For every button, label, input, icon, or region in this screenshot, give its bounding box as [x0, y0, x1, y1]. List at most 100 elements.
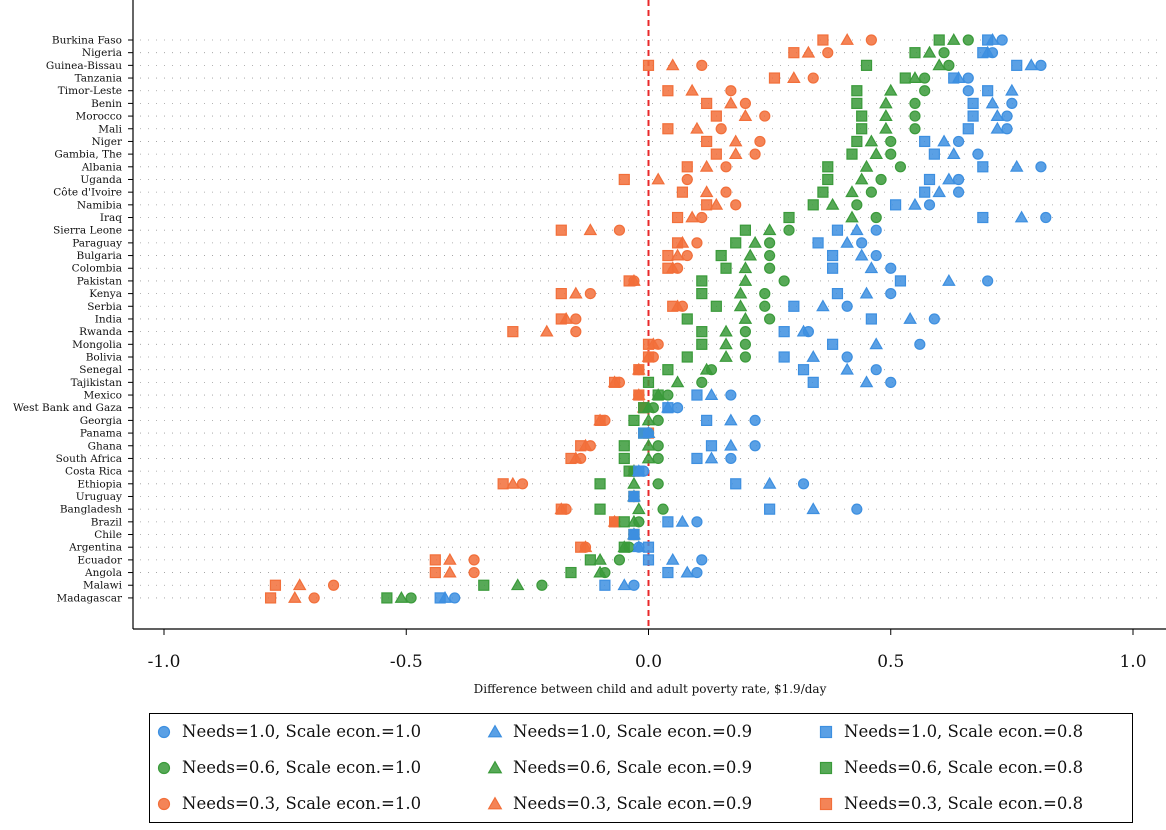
data-point: [783, 211, 795, 224]
data-point: [762, 476, 777, 489]
data-point: [696, 338, 708, 350]
data-point: [850, 223, 864, 236]
data-point: [885, 262, 897, 274]
data-point: [638, 402, 650, 414]
data-point: [928, 148, 940, 160]
data-point: [593, 565, 607, 578]
category-label: Gambia, The: [54, 149, 122, 161]
data-point: [507, 326, 519, 338]
data-point: [733, 286, 748, 299]
data-point: [691, 566, 703, 579]
data-point: [1014, 210, 1029, 223]
data-point: [946, 147, 961, 160]
category-label: Namibia: [77, 199, 122, 211]
data-point: [739, 224, 752, 236]
category-label: Niger: [91, 136, 122, 148]
data-point: [468, 554, 480, 566]
data-point: [618, 440, 630, 452]
data-point: [701, 199, 713, 211]
data-point: [681, 313, 693, 325]
data-points: [264, 33, 1052, 604]
category-label: Chile: [94, 529, 122, 541]
data-point: [942, 273, 956, 286]
data-point: [628, 490, 640, 503]
data-point: [788, 47, 800, 59]
legend-marker-shape: [157, 797, 171, 810]
legend-marker: [157, 761, 171, 774]
data-point: [671, 237, 684, 249]
data-point: [652, 440, 664, 452]
data-point: [719, 337, 733, 350]
data-point: [627, 476, 641, 489]
category-label: Guinea-Bissau: [46, 60, 122, 72]
data-point: [269, 579, 282, 591]
x-tick-label: 1.0: [1119, 652, 1146, 672]
data-point: [759, 288, 771, 300]
data-point: [681, 351, 693, 363]
data-point: [865, 313, 877, 325]
data-point: [1011, 59, 1023, 71]
data-point: [967, 97, 979, 110]
data-point: [845, 185, 859, 198]
data-point: [696, 59, 708, 71]
data-point: [565, 566, 577, 579]
data-point: [623, 275, 635, 287]
data-point: [827, 338, 839, 350]
data-point: [879, 109, 893, 121]
data-point: [665, 552, 680, 565]
data-point: [662, 262, 674, 274]
data-point: [859, 159, 874, 172]
data-point: [932, 58, 946, 71]
data-point: [768, 72, 781, 84]
data-point: [738, 109, 753, 121]
data-point: [856, 110, 868, 122]
data-point: [899, 72, 911, 84]
category-label: Mexico: [84, 390, 122, 402]
data-point: [943, 59, 955, 71]
data-point: [908, 197, 922, 210]
data-point: [864, 134, 879, 147]
data-point: [594, 414, 606, 426]
data-point: [879, 96, 893, 109]
category-label: Nigeria: [82, 47, 122, 59]
data-point: [851, 85, 863, 97]
data-point: [710, 148, 722, 160]
data-point: [651, 172, 665, 185]
data-point: [739, 97, 752, 110]
data-point: [883, 83, 898, 96]
data-point: [840, 362, 854, 375]
data-point: [870, 249, 882, 262]
category-label: Ecuador: [77, 554, 123, 566]
category-label: Georgia: [80, 415, 122, 427]
data-point: [724, 413, 738, 426]
data-point: [642, 554, 655, 566]
data-point: [569, 286, 583, 299]
data-point: [856, 237, 868, 249]
data-point: [859, 375, 874, 388]
legend-marker: [157, 797, 171, 810]
data-point: [593, 552, 607, 565]
data-point: [831, 224, 844, 236]
data-point: [652, 452, 664, 465]
data-point: [827, 249, 839, 262]
legend-item: Needs=0.6, Scale econ.=0.9: [487, 758, 752, 777]
category-label: Burkina Faso: [52, 35, 122, 47]
chart-area: Burkina FasoNigeriaGuinea-BissauTanzania…: [13, 0, 1166, 696]
x-tick-label: 0.5: [877, 652, 904, 672]
data-point: [555, 503, 567, 515]
legend: Needs=1.0, Scale econ.=1.0 Needs=1.0, Sca…: [149, 713, 1133, 823]
data-point: [739, 351, 752, 363]
data-point: [691, 452, 703, 465]
data-point: [942, 172, 956, 185]
data-point: [701, 135, 713, 148]
data-point: [685, 210, 699, 223]
data-point: [628, 579, 640, 591]
data-point: [632, 502, 646, 515]
data-point: [628, 414, 640, 426]
data-point: [807, 199, 819, 211]
data-point: [308, 592, 320, 604]
data-point: [608, 516, 621, 528]
data-point: [539, 324, 554, 337]
data-point: [642, 541, 655, 553]
data-point: [642, 351, 655, 363]
